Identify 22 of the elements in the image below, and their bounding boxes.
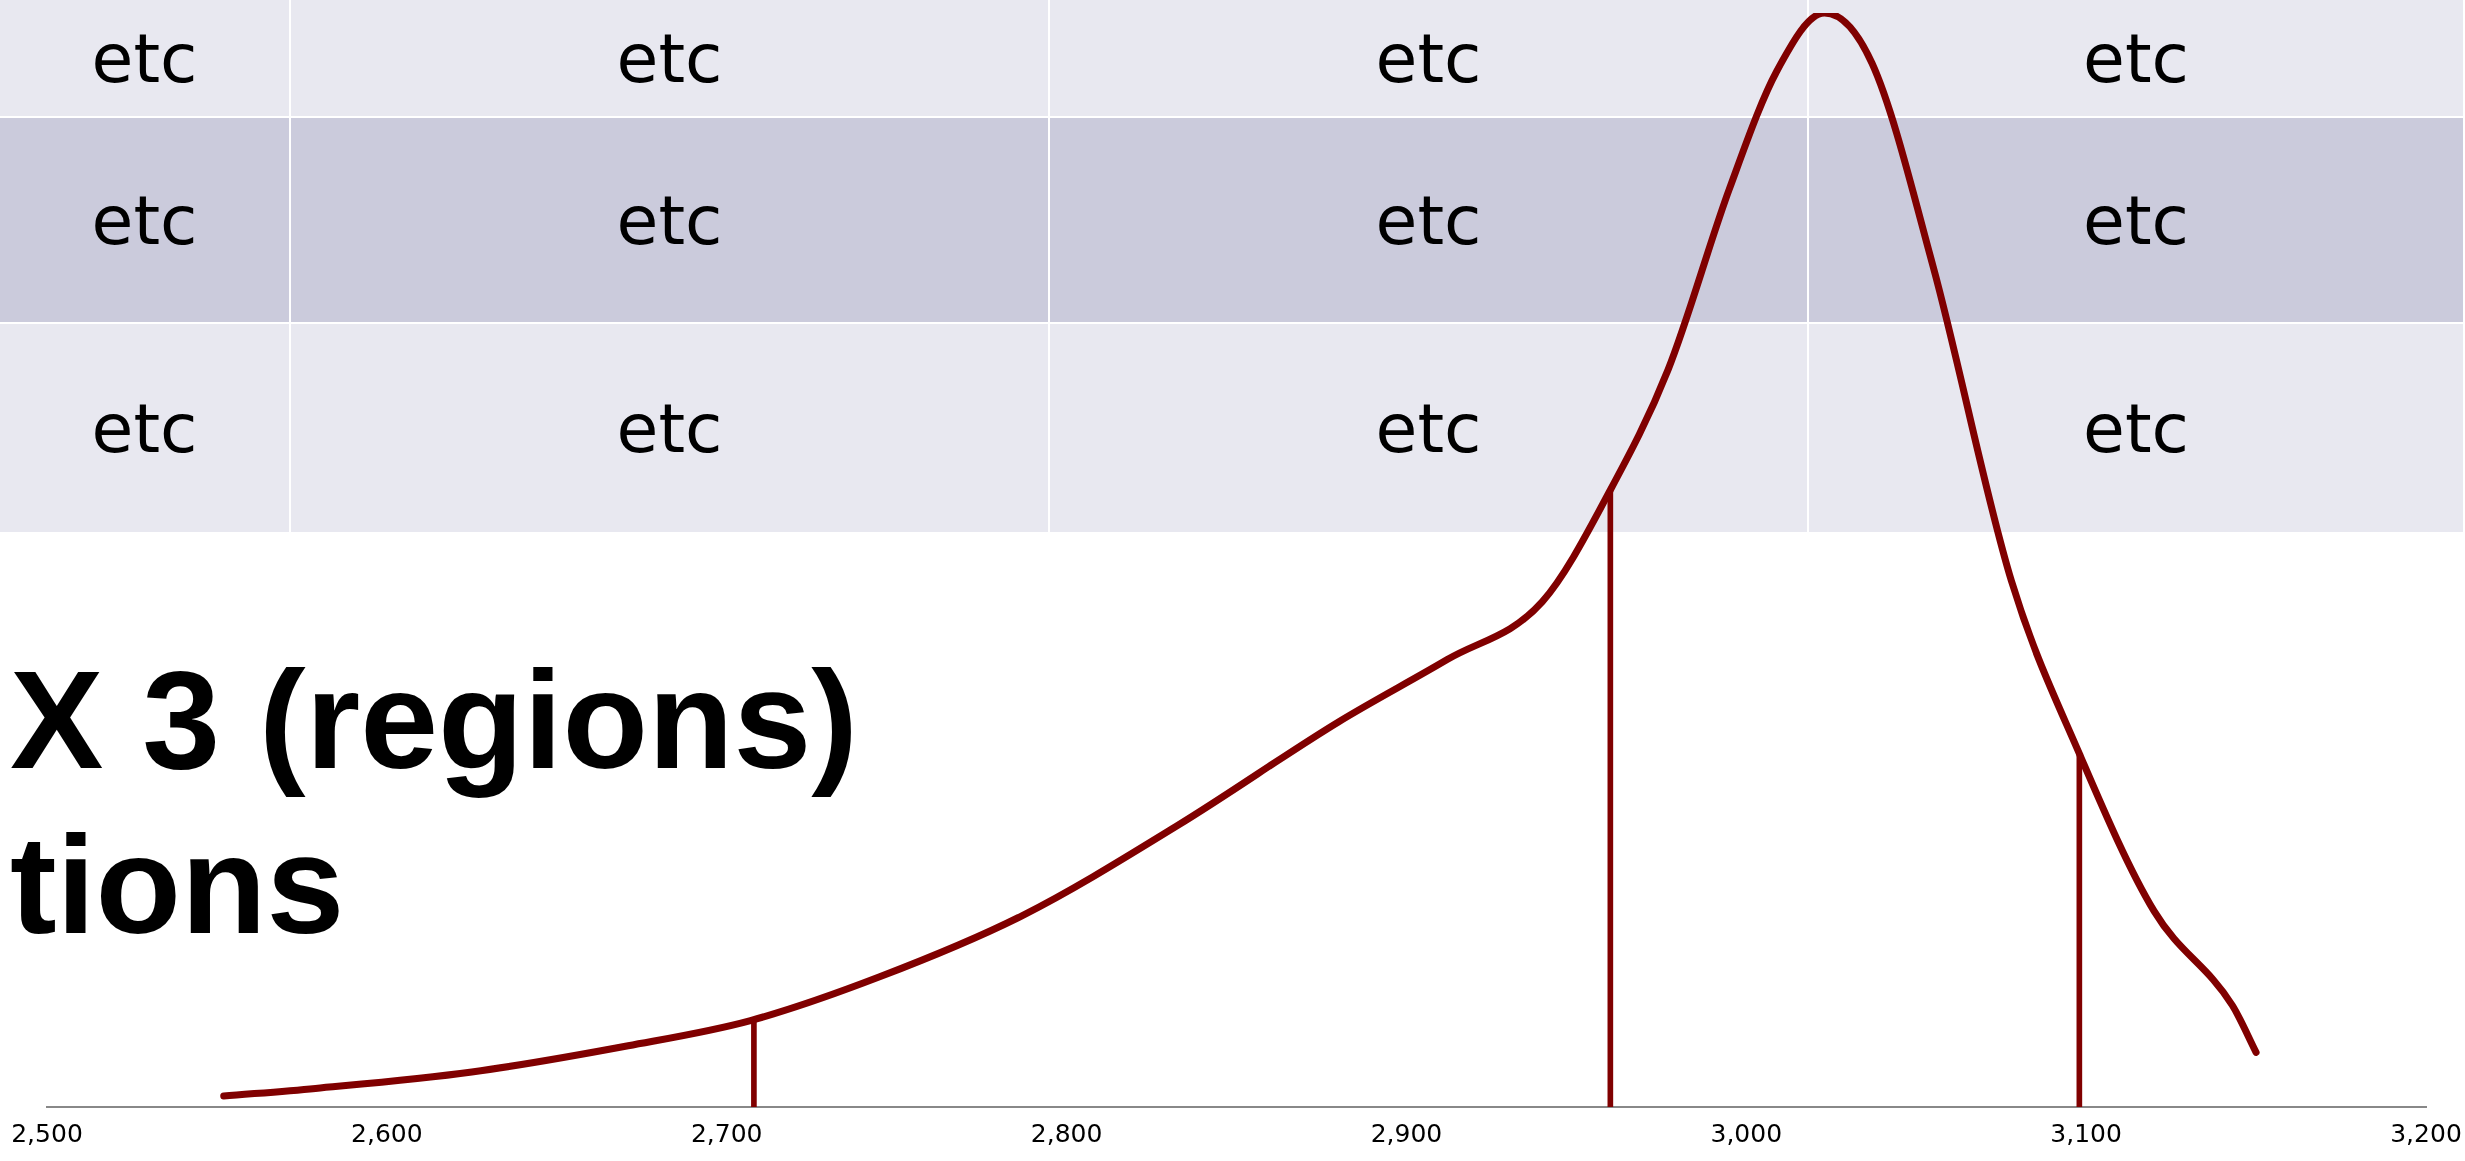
annotation: etc bbox=[1375, 388, 1482, 468]
annotation: etc bbox=[616, 388, 723, 468]
annotation: etc bbox=[91, 388, 198, 468]
x-tick-label: 2,600 bbox=[351, 1118, 423, 1148]
annotation: etc bbox=[616, 180, 723, 260]
annotation: etc bbox=[91, 180, 198, 260]
annotation: X 3 (regions) bbox=[10, 641, 858, 798]
x-tick-label: 3,000 bbox=[1710, 1118, 1783, 1148]
x-tick-label: 2,500 bbox=[11, 1118, 83, 1148]
x-tick-label: 3,100 bbox=[2050, 1118, 2122, 1148]
x-tick-label: 2,900 bbox=[1370, 1118, 1443, 1148]
annotation: etc bbox=[91, 18, 198, 98]
annotation: etc bbox=[1375, 180, 1482, 260]
annotation: etc bbox=[1375, 18, 1482, 98]
x-tick-label: 2,800 bbox=[1030, 1118, 1103, 1148]
annotation: etc bbox=[2083, 18, 2189, 98]
x-tick-label: 2,700 bbox=[690, 1118, 763, 1148]
annotation: tions bbox=[10, 806, 345, 963]
x-tick-label: 3,200 bbox=[2390, 1118, 2462, 1148]
annotation: etc bbox=[616, 18, 723, 98]
annotation: etc bbox=[2083, 180, 2189, 260]
annotation: etc bbox=[2083, 388, 2189, 468]
